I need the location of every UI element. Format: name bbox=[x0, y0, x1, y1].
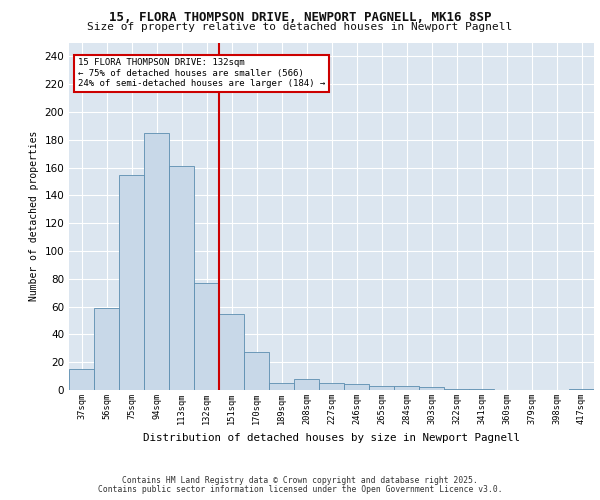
Bar bbox=[444, 388, 469, 390]
Bar bbox=[269, 383, 294, 390]
Bar bbox=[244, 352, 269, 390]
Bar bbox=[294, 379, 319, 390]
Bar bbox=[169, 166, 194, 390]
Bar bbox=[569, 388, 594, 390]
Bar bbox=[94, 308, 119, 390]
Text: 15 FLORA THOMPSON DRIVE: 132sqm
← 75% of detached houses are smaller (566)
24% o: 15 FLORA THOMPSON DRIVE: 132sqm ← 75% of… bbox=[78, 58, 325, 88]
Bar bbox=[394, 386, 419, 390]
Text: Contains HM Land Registry data © Crown copyright and database right 2025.: Contains HM Land Registry data © Crown c… bbox=[122, 476, 478, 485]
Bar bbox=[144, 133, 169, 390]
Text: Contains public sector information licensed under the Open Government Licence v3: Contains public sector information licen… bbox=[98, 485, 502, 494]
Bar bbox=[219, 314, 244, 390]
Bar bbox=[119, 174, 144, 390]
Text: Size of property relative to detached houses in Newport Pagnell: Size of property relative to detached ho… bbox=[88, 22, 512, 32]
Bar bbox=[319, 383, 344, 390]
Y-axis label: Number of detached properties: Number of detached properties bbox=[29, 131, 39, 302]
Bar bbox=[344, 384, 369, 390]
Bar bbox=[69, 369, 94, 390]
Bar bbox=[369, 386, 394, 390]
Bar bbox=[419, 387, 444, 390]
Bar bbox=[469, 388, 494, 390]
Bar bbox=[194, 283, 219, 390]
X-axis label: Distribution of detached houses by size in Newport Pagnell: Distribution of detached houses by size … bbox=[143, 432, 520, 442]
Text: 15, FLORA THOMPSON DRIVE, NEWPORT PAGNELL, MK16 8SP: 15, FLORA THOMPSON DRIVE, NEWPORT PAGNEL… bbox=[109, 11, 491, 24]
